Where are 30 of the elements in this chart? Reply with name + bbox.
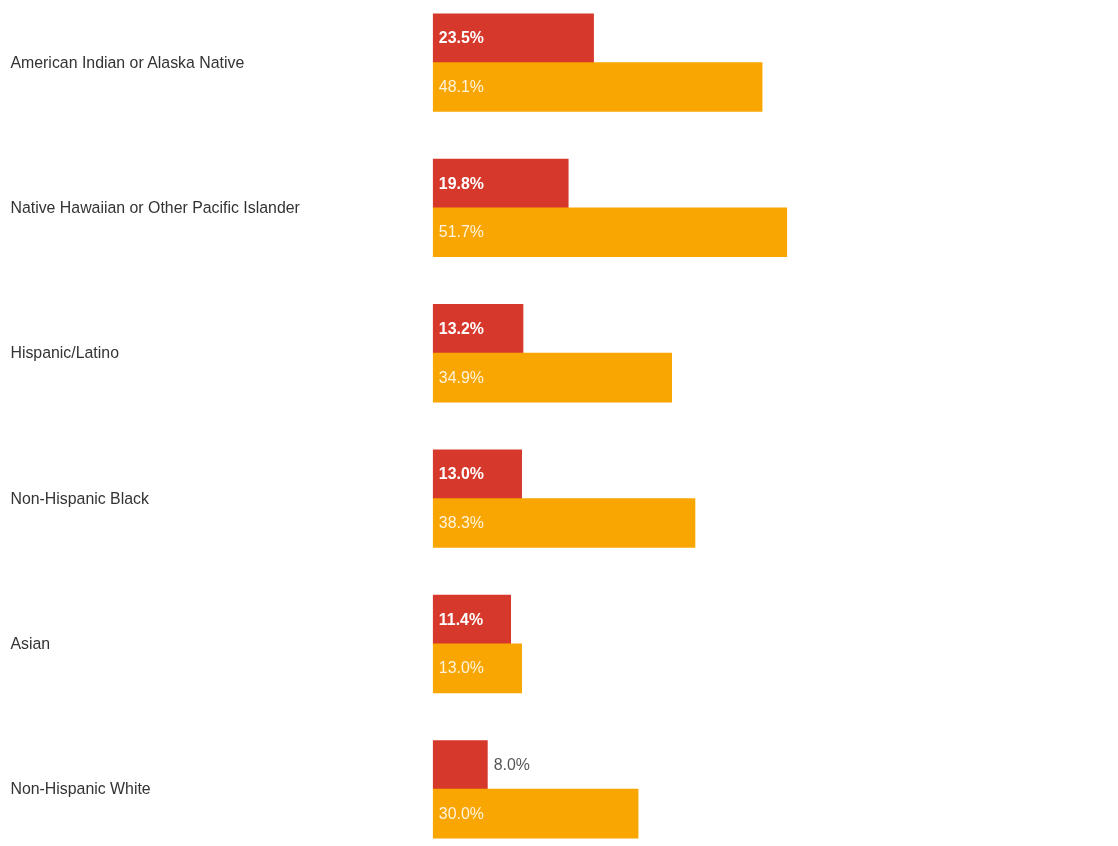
bar [432, 788, 639, 839]
data-label: 34.9% [438, 368, 484, 386]
bar [432, 207, 788, 258]
data-label: 8.0% [493, 755, 530, 773]
y-tick-label: Asian [10, 634, 51, 652]
data-label: 19.8% [438, 174, 484, 192]
bar [432, 13, 594, 64]
data-label: 30.0% [438, 804, 484, 822]
data-label: 38.3% [438, 513, 484, 531]
bar [432, 740, 488, 790]
y-tick-label: Non-Hispanic White [10, 780, 151, 798]
data-label: 13.0% [438, 659, 484, 677]
y-tick-label: Native Hawaiian or Other Pacific Islander [10, 198, 301, 216]
data-label: 13.2% [438, 319, 484, 337]
y-tick-label: American Indian or Alaska Native [10, 53, 245, 71]
bar [432, 158, 569, 209]
data-label: 11.4% [438, 610, 483, 628]
bar [432, 352, 672, 403]
y-tick-label: Hispanic/Latino [10, 344, 120, 362]
bar [432, 498, 696, 548]
bar [432, 62, 763, 112]
data-label: 48.1% [438, 77, 484, 95]
bar [432, 643, 522, 694]
data-label: 23.5% [438, 29, 484, 47]
data-label: 51.7% [438, 223, 484, 241]
bar [432, 449, 522, 500]
bar [432, 594, 511, 645]
y-tick-label: Non-Hispanic Black [10, 489, 150, 507]
data-label: 13.0% [438, 465, 484, 483]
bar [432, 304, 524, 354]
